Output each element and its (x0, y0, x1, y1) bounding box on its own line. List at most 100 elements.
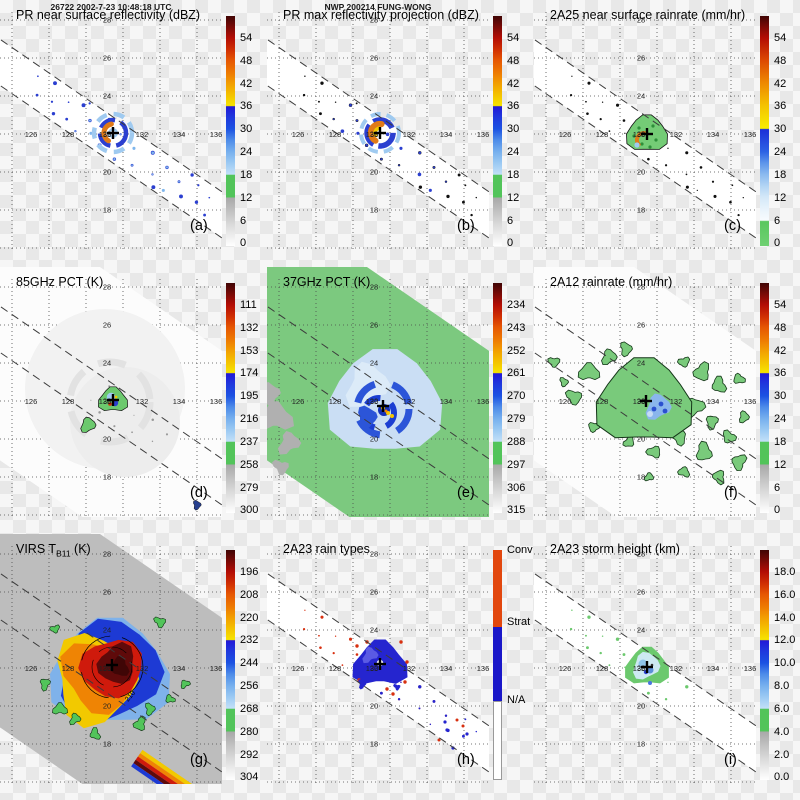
lon-label: 130 (366, 130, 379, 139)
storm-center-marker (640, 395, 652, 407)
lat-label: 26 (370, 588, 378, 597)
lat-label: 28 (103, 283, 111, 292)
colorbar-tick: 216 (240, 413, 259, 426)
colorbar-tick: 36 (774, 100, 787, 113)
lon-label: 134 (707, 397, 720, 406)
lat-label: 22 (370, 397, 378, 406)
colorbar-tick: 0 (240, 237, 247, 250)
lat-label: 18 (103, 473, 111, 482)
lat-label: 18 (637, 473, 645, 482)
rain-type-label: N/A (507, 694, 526, 706)
colorbar-tick: 0 (774, 504, 781, 517)
lat-label: 26 (637, 321, 645, 330)
colorbar-tick: 30 (240, 123, 253, 136)
colorbar-tick: 8.0 (774, 680, 790, 693)
colorbar-tick: 279 (240, 481, 259, 494)
lon-label: 126 (559, 130, 572, 139)
colorbar-tick: 288 (507, 435, 526, 448)
colorbar-tick: 30 (774, 390, 787, 403)
colorbar-tick: 24 (774, 146, 787, 159)
lat-label: 20 (103, 168, 111, 177)
colorbar-tick: 54 (774, 298, 787, 311)
colorbar-tick: 18.0 (774, 565, 796, 578)
colorbar-tick: 24 (507, 146, 520, 159)
lat-label: 20 (637, 702, 645, 711)
lon-label: 126 (292, 664, 305, 673)
lon-label: 126 (25, 397, 38, 406)
swath-edge-lines (267, 267, 489, 517)
panel-d: 12612813013213413628262422201885GHz PCT … (0, 267, 267, 533)
latlon-grid (534, 12, 756, 250)
lon-label: 136 (477, 397, 489, 406)
lon-label: 136 (744, 664, 756, 673)
colorbar-tick: 24 (774, 413, 787, 426)
panel-letter-g: (g) (190, 752, 208, 768)
lon-label: 136 (744, 397, 756, 406)
lat-label: 24 (637, 626, 645, 635)
lat-label: 18 (637, 740, 645, 749)
lat-label: 20 (103, 702, 111, 711)
colorbar-tick: 196 (240, 565, 259, 578)
swath-band (0, 0, 222, 250)
lon-label: 128 (62, 397, 75, 406)
lon-label: 128 (596, 130, 609, 139)
map-e: 126 128 130 132 134 136 28 26 24 22 20 18 (267, 267, 489, 517)
lon-label: 130 (633, 664, 646, 673)
panel-title-h: 2A23 rain types (283, 542, 370, 556)
panel-letter-f: (f) (724, 485, 738, 501)
lon-label: 126 (559, 397, 572, 406)
lon-label: 126 (559, 664, 572, 673)
colorbar-i (760, 550, 769, 780)
swath-edge-lines (267, 534, 489, 784)
colorbar-tick: 304 (240, 771, 259, 784)
colorbar-tick: 14.0 (774, 611, 796, 624)
storm-center-marker (106, 659, 118, 671)
lon-label: 130 (633, 130, 646, 139)
lat-label: 28 (637, 283, 645, 292)
colorbar-tick: 12 (240, 191, 253, 204)
lat-label: 24 (637, 92, 645, 101)
lat-label: 26 (103, 588, 111, 597)
panel-title-g: VIRS TB11 (K) (16, 542, 91, 559)
colorbar-tick: 48 (240, 54, 253, 67)
latlon-grid (0, 279, 222, 517)
rain-type-label: Conv (507, 544, 533, 556)
panel-h: 126 128 130 132 134 136 28 26 24 22 20 18 2A23 rain … (267, 534, 534, 800)
lon-label: 136 (210, 664, 222, 673)
colorbar-tick: 268 (240, 702, 259, 715)
storm-field (547, 341, 750, 486)
lat-label: 24 (103, 626, 111, 635)
lon-label: 136 (477, 664, 489, 673)
rain-type-label: Strat (507, 616, 531, 628)
colorbar-tick: 12 (774, 458, 787, 471)
colorbar-tick: 6 (240, 214, 247, 227)
colorbar-tick: 292 (240, 748, 259, 761)
colorbar-tick: 279 (507, 413, 526, 426)
storm-field (267, 349, 443, 476)
lon-label: 132 (403, 397, 416, 406)
colorbar-tick: 48 (507, 54, 520, 67)
colorbar-tick: 42 (240, 77, 253, 90)
lon-label: 130 (366, 397, 379, 406)
lat-label: 20 (637, 435, 645, 444)
colorbar-tick: 48 (774, 321, 787, 334)
storm-center-marker (374, 127, 386, 139)
colorbar-tick: 306 (507, 481, 526, 494)
lon-label: 132 (136, 664, 149, 673)
colorbar-tick: 132 (240, 321, 259, 334)
colorbar-tick: 18 (774, 435, 787, 448)
panel-letter-e: (e) (457, 485, 475, 501)
panel-e: 126 128 130 132 134 136 28 26 24 22 20 18 37GHz PCT … (267, 267, 534, 533)
colorbar-tick: 6 (774, 481, 781, 494)
swath-edge-lines (534, 534, 756, 784)
colorbar-tick: 54 (774, 31, 787, 44)
colorbar-tick: 174 (240, 367, 259, 380)
lon-label: 130 (366, 664, 379, 673)
